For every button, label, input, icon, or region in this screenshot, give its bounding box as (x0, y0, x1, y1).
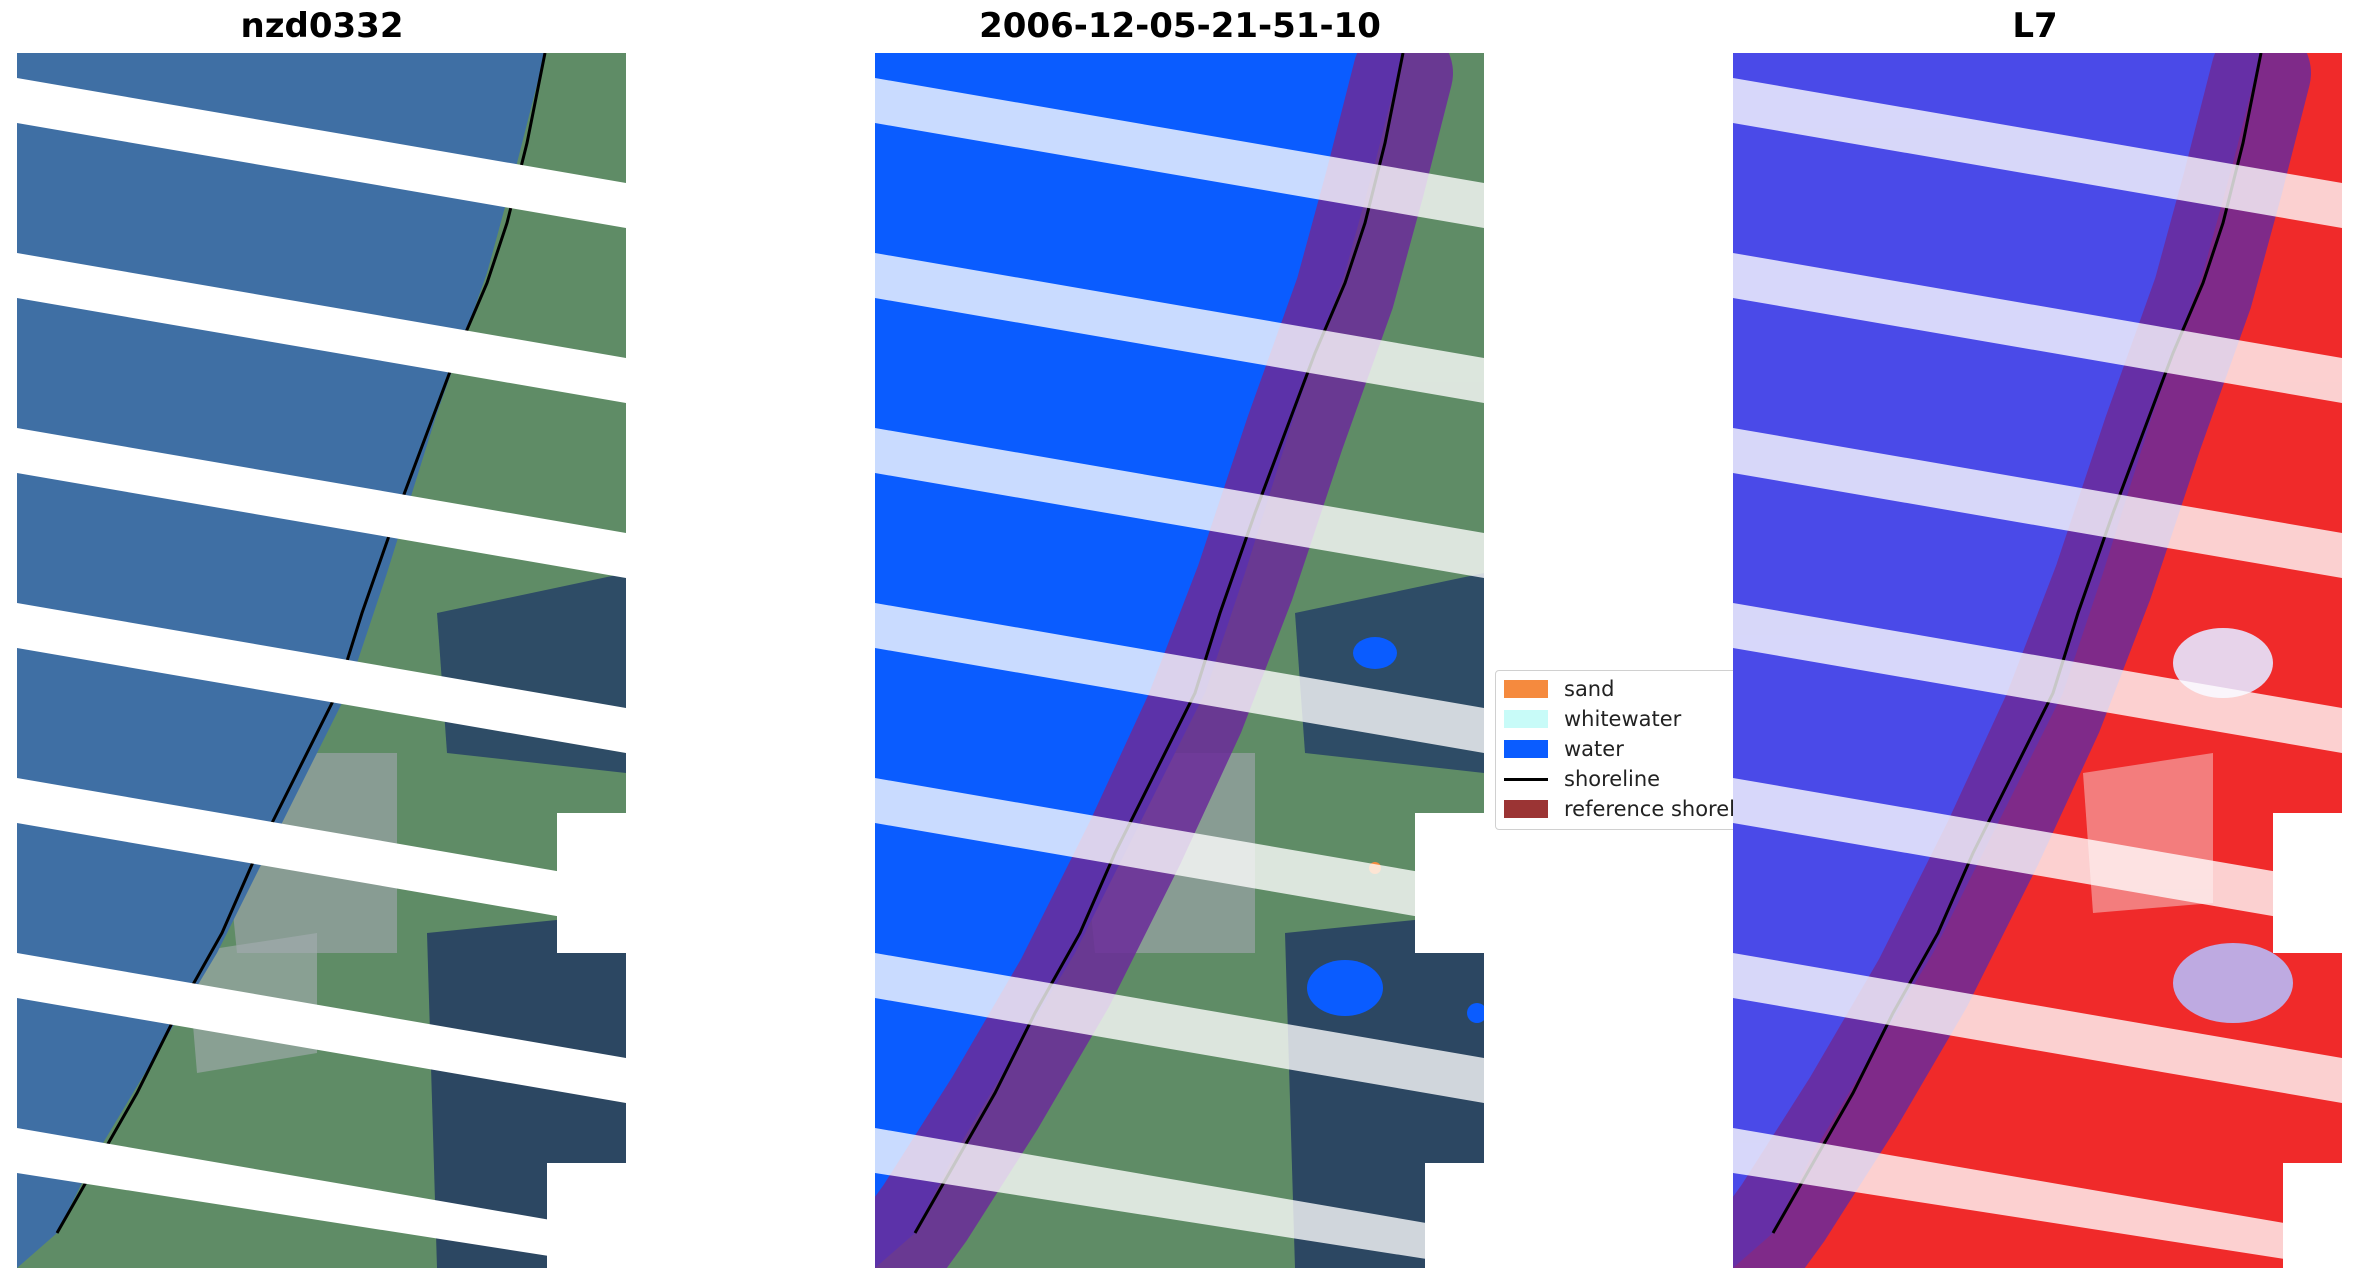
nodata-stripes (1733, 78, 2342, 1268)
whitewater-swatch (1504, 710, 1548, 728)
water-swatch (1504, 740, 1548, 758)
index-image (1733, 53, 2342, 1268)
legend-label: sand (1564, 677, 1615, 701)
index-image-panel (1733, 53, 2342, 1268)
sand-swatch (1504, 680, 1548, 698)
shoreline (913, 53, 1405, 1234)
shoreline-line-swatch (1504, 777, 1548, 781)
legend-item-reference-shoreline: reference shoreline (1504, 795, 1767, 823)
reference-shoreline-swatch (1504, 800, 1548, 818)
legend-label: whitewater (1564, 707, 1682, 731)
shoreline (1771, 53, 2263, 1234)
shoreline (55, 53, 547, 1234)
legend-item-whitewater: whitewater (1504, 705, 1681, 733)
legend-label: water (1564, 737, 1624, 761)
legend-item-water: water (1504, 735, 1624, 763)
classified-image-panel (875, 53, 1484, 1268)
legend-item-shoreline: shoreline (1504, 765, 1660, 793)
nodata-stripes (875, 78, 1484, 1268)
panel-title-index: L7 (2012, 6, 2058, 46)
nodata-stripes (17, 78, 626, 1268)
rgb-image (17, 53, 626, 1268)
rgb-image-panel (17, 53, 626, 1268)
classified-image (875, 53, 1484, 1268)
legend-item-sand: sand (1504, 675, 1614, 703)
panel-title-classified: 2006-12-05-21-51-10 (979, 6, 1381, 46)
legend-label: shoreline (1564, 767, 1661, 791)
panel-title-rgb: nzd0332 (240, 6, 404, 46)
